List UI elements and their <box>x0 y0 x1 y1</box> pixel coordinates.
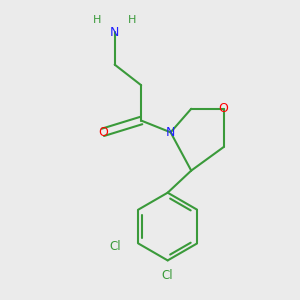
Text: N: N <box>110 26 119 39</box>
Text: H: H <box>128 15 136 26</box>
Text: N: N <box>166 126 175 139</box>
Text: Cl: Cl <box>109 240 121 253</box>
Text: H: H <box>93 15 101 26</box>
Text: O: O <box>219 102 229 115</box>
Text: Cl: Cl <box>162 268 173 282</box>
Text: O: O <box>98 126 108 139</box>
